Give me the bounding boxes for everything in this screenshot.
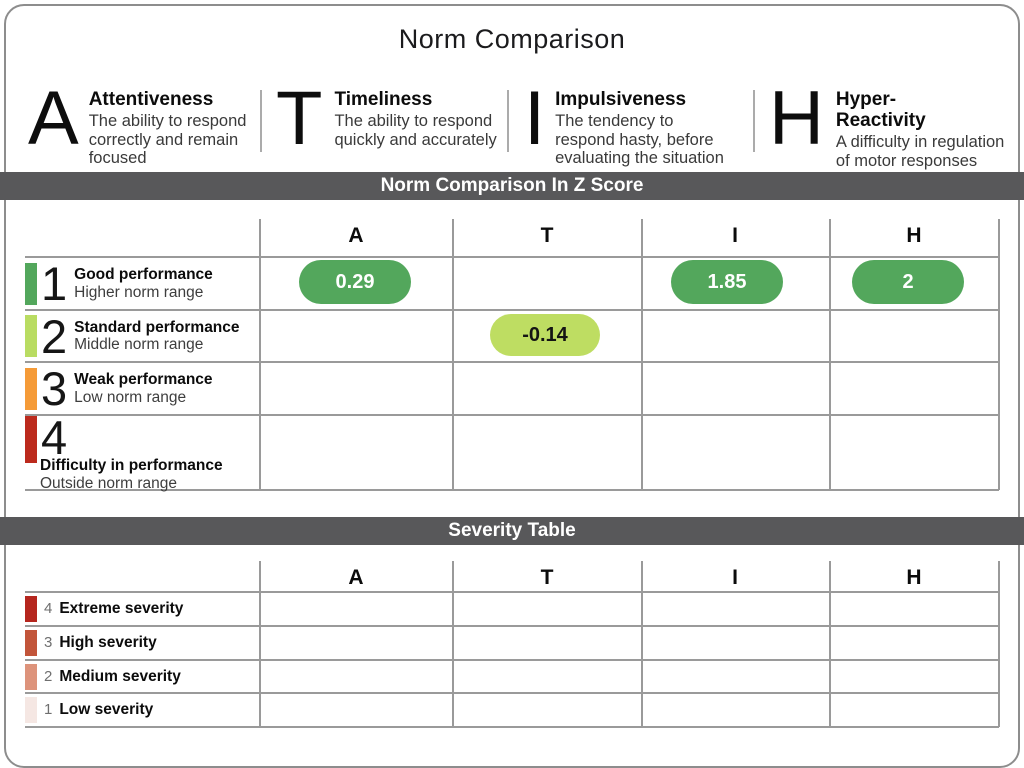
metric-legend: A Attentiveness The ability to respond c… [24, 76, 1016, 176]
grid-line [25, 361, 999, 363]
severity-color-chip [25, 696, 37, 723]
severity-row-medium: 2 Medium severity [25, 660, 257, 693]
grid-line [641, 561, 643, 727]
severity-number: 4 [44, 600, 53, 617]
severity-column-header-t: T [540, 566, 554, 589]
severity-number: 1 [44, 701, 53, 718]
row-color-chip [25, 315, 37, 357]
severity-column-header-i: I [732, 566, 738, 589]
grid-line [25, 591, 999, 593]
grid-line [25, 625, 999, 627]
grid-line [25, 692, 999, 694]
row-color-chip [25, 367, 37, 410]
z-score-section-header: Norm Comparison In Z Score [0, 172, 1024, 200]
grid-line [25, 256, 999, 258]
grid-line [25, 414, 999, 416]
legend-divider [260, 90, 262, 152]
row-color-chip [25, 262, 37, 305]
page-title: Norm Comparison [398, 24, 626, 54]
severity-row-high: 3 High severity [25, 626, 257, 659]
grid-line [641, 219, 643, 490]
grid-line [25, 659, 999, 661]
severity-column-header-a: A [348, 566, 364, 589]
row-number: 3 [41, 362, 68, 415]
severity-color-chip [25, 595, 37, 622]
legend-divider [507, 90, 509, 152]
hyper-reactivity-letter: H [769, 76, 824, 161]
grid-line [25, 726, 999, 728]
legend-hyper-reactivity: H Hyper-Reactivity A difficulty in regul… [755, 76, 1012, 176]
severity-color-chip [25, 629, 37, 656]
attentiveness-description: The ability to respond correctly and rem… [88, 112, 247, 167]
grid-line [998, 219, 1000, 490]
row-number: 4 [41, 411, 68, 464]
row-number: 2 [41, 309, 68, 363]
z-row-good-performance: 1 Good performance Higher norm range [25, 258, 257, 309]
z-row-weak-performance: 3 Weak performance Low norm range [25, 363, 257, 414]
legend-attentiveness: A Attentiveness The ability to respond c… [24, 76, 260, 176]
z-value-attentiveness: 0.29 [299, 260, 411, 304]
z-value-timeliness: -0.14 [490, 314, 600, 356]
row-subtitle: Low norm range [74, 388, 187, 406]
impulsiveness-title: Impulsiveness [555, 89, 687, 110]
z-row-difficulty-performance: 4 Difficulty in performance Outside norm… [25, 411, 265, 492]
severity-number: 2 [44, 668, 53, 685]
z-column-header-t: T [540, 224, 554, 247]
severity-section-header: Severity Table [0, 517, 1024, 545]
grid-line [259, 561, 261, 727]
row-title: Good performance [74, 266, 213, 283]
row-number: 1 [41, 257, 68, 310]
hyper-reactivity-title: Hyper-Reactivity [835, 89, 926, 131]
row-title: Difficulty in performance [40, 457, 223, 474]
severity-row-extreme: 4 Extreme severity [25, 592, 257, 625]
severity-number: 3 [44, 634, 53, 651]
grid-line [829, 561, 831, 727]
timeliness-letter: T [276, 76, 323, 161]
z-column-header-i: I [732, 224, 738, 247]
z-column-header-a: A [348, 224, 364, 247]
row-color-chip [25, 416, 37, 463]
hyper-reactivity-description: A difficulty in regulation of motor resp… [835, 133, 1005, 170]
z-value-impulsiveness: 1.85 [671, 260, 783, 304]
z-value-hyper-reactivity: 2 [852, 260, 964, 304]
severity-label: High severity [59, 633, 157, 651]
impulsiveness-description: The tendency to respond hasty, before ev… [555, 112, 724, 167]
severity-row-low: 1 Low severity [25, 693, 257, 726]
timeliness-description: The ability to respond quickly and accur… [334, 112, 497, 149]
severity-color-chip [25, 663, 37, 690]
grid-line [452, 561, 454, 727]
grid-line [25, 309, 999, 311]
attentiveness-letter: A [28, 76, 79, 161]
row-subtitle: Outside norm range [40, 474, 177, 492]
timeliness-title: Timeliness [334, 89, 433, 110]
report-card [4, 4, 1020, 768]
row-subtitle: Higher norm range [74, 283, 204, 301]
row-title: Weak performance [74, 371, 213, 388]
grid-line [259, 219, 261, 490]
grid-line [829, 219, 831, 490]
row-title: Standard performance [74, 318, 240, 336]
grid-line [25, 489, 999, 491]
severity-label: Medium severity [59, 667, 181, 685]
legend-divider [753, 90, 755, 152]
grid-line [452, 219, 454, 490]
row-subtitle: Middle norm range [74, 336, 204, 353]
impulsiveness-letter: I [524, 76, 546, 161]
z-column-header-h: H [906, 224, 922, 247]
severity-label: Extreme severity [59, 599, 184, 617]
legend-timeliness: T Timeliness The ability to respond quic… [262, 76, 507, 176]
legend-impulsiveness: I Impulsiveness The tendency to respond … [509, 76, 753, 176]
severity-label: Low severity [59, 700, 154, 718]
z-row-standard-performance: 2 Standard performance Middle norm range [25, 311, 257, 361]
grid-line [998, 561, 1000, 727]
severity-column-header-h: H [906, 566, 922, 589]
attentiveness-title: Attentiveness [88, 89, 214, 110]
